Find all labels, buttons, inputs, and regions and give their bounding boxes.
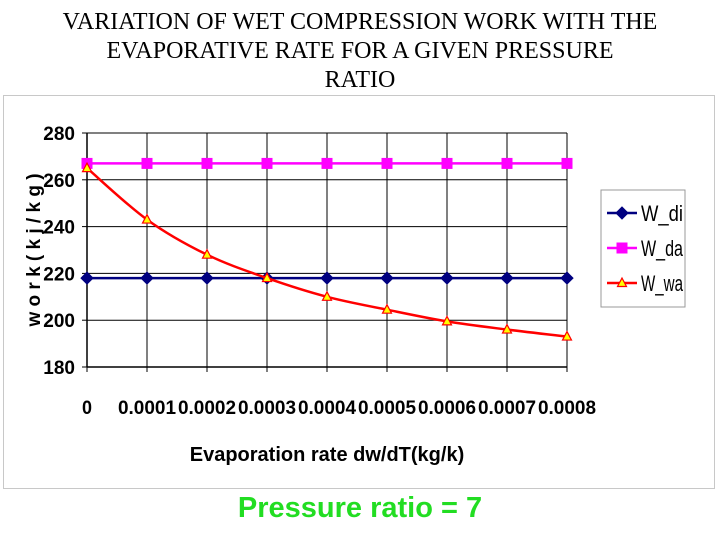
title-line-1: VARIATION OF WET COMPRESSION WORK WITH T… (62, 9, 658, 35)
point-w-di (320, 271, 334, 285)
point-w-di (560, 271, 574, 285)
y-tick-label: 180 (43, 358, 75, 379)
x-tick-label: 0.0001 (118, 398, 176, 419)
x-tick-label: 0 (82, 398, 92, 419)
y-axis-title: w o r k ( k j / k g ) (24, 173, 45, 327)
series-layer (80, 157, 574, 341)
x-tick-label: 0.0003 (238, 398, 296, 419)
point-w-da (261, 157, 273, 169)
point-w-wa (201, 248, 213, 259)
point-w-wa (261, 271, 273, 283)
x-tick-label: 0.0006 (418, 398, 476, 419)
y-tick-label: 260 (43, 171, 75, 192)
y-tick-label: 200 (43, 311, 75, 332)
point-w-wa (501, 323, 513, 334)
title-line-3: RATIO (324, 67, 396, 93)
x-tick-label: 0.0004 (298, 398, 356, 419)
point-w-da (201, 157, 213, 169)
slide-title: VARIATION OF WET COMPRESSION WORK WITH T… (0, 8, 720, 95)
point-w-wa (441, 315, 453, 326)
series-line-w-wa (86, 167, 568, 338)
y-tick-label: 280 (43, 124, 75, 145)
legend-label-w-wa: W_wa (641, 271, 684, 296)
point-w-wa (81, 161, 93, 173)
point-w-da (561, 157, 573, 169)
x-tick-label: 0.0005 (358, 398, 416, 419)
point-w-wa (381, 303, 393, 314)
chart-frame: 180 200 220 240 260 280 0 0.0001 0.0002 0.0003 0.0… (3, 95, 715, 489)
point-w-da (501, 157, 513, 169)
legend-marker-w-da (616, 242, 628, 254)
legend-marker-w-wa (616, 276, 628, 288)
legend: W_di W_da W_wa (600, 189, 686, 308)
point-w-da (381, 157, 393, 169)
y-tick-label: 220 (43, 264, 75, 285)
point-w-da (141, 157, 153, 169)
legend-marker-w-di (615, 206, 629, 220)
pressure-ratio-caption: Pressure ratio = 7 (237, 492, 483, 524)
point-w-di (380, 271, 394, 285)
title-line-2: EVAPORATIVE RATE FOR A GIVEN PRESSURE (106, 38, 614, 64)
x-tick-label: 0.0007 (478, 398, 536, 419)
point-w-da (321, 157, 333, 169)
point-w-di (440, 271, 454, 285)
point-w-da (441, 157, 453, 169)
point-w-wa (561, 330, 573, 341)
point-w-di (140, 271, 154, 285)
x-tick-label: 0.0008 (538, 398, 596, 419)
point-w-di (80, 271, 94, 285)
point-w-di (500, 271, 514, 285)
y-tick-label: 240 (43, 218, 75, 239)
x-axis-title: Evaporation rate dw/dT(kg/k) (190, 444, 464, 466)
point-w-wa (321, 290, 333, 301)
legend-label-w-da: W_da (641, 236, 684, 261)
legend-label-w-di: W_di (641, 201, 683, 226)
point-w-di (200, 271, 214, 285)
x-tick-label: 0.0002 (178, 398, 236, 419)
point-w-wa (141, 213, 153, 224)
